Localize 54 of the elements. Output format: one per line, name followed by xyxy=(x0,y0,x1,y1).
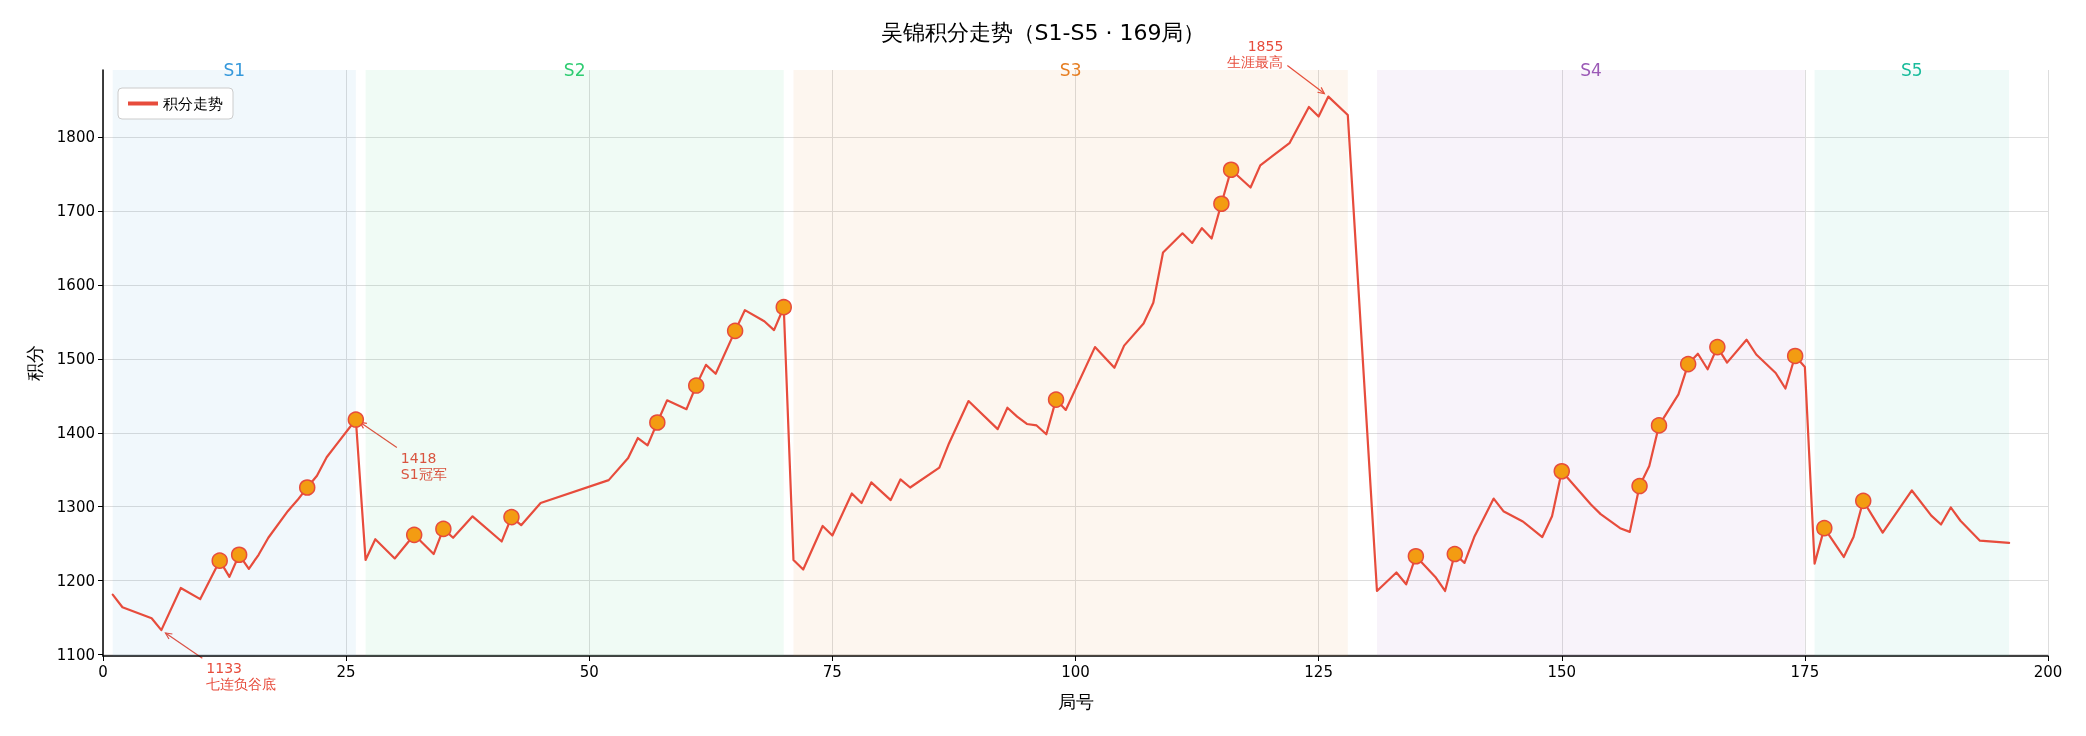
band-label: S4 xyxy=(1580,59,1602,80)
x-tick-label: 175 xyxy=(1790,662,1820,681)
point xyxy=(347,411,365,428)
annotation: 1133 七连负谷底 xyxy=(206,660,277,693)
point xyxy=(1650,417,1668,434)
point xyxy=(503,508,520,526)
y-tick-label: 1700 xyxy=(56,202,95,221)
legend-label: 积分走势 xyxy=(163,94,223,113)
point xyxy=(649,414,666,431)
y-tick-label: 1300 xyxy=(56,497,95,516)
band-label: S2 xyxy=(563,59,586,80)
point xyxy=(1047,391,1065,408)
point xyxy=(1679,355,1697,373)
point xyxy=(1854,492,1872,510)
y-tick-label: 1800 xyxy=(56,128,95,147)
point xyxy=(1222,161,1240,179)
point xyxy=(1213,195,1230,212)
annotation: 1855 生涯最高 xyxy=(1227,37,1284,70)
point xyxy=(1786,347,1804,365)
y-tick-label: 1400 xyxy=(56,423,95,442)
point xyxy=(1816,519,1833,537)
x-tick-label: 150 xyxy=(1547,662,1577,681)
point xyxy=(726,322,744,340)
point xyxy=(1553,463,1570,480)
band-label: S1 xyxy=(223,59,246,80)
x-tick-label: 0 xyxy=(98,662,108,681)
y-tick-label: 1600 xyxy=(56,276,95,295)
point xyxy=(1631,477,1648,495)
chart-title: 吴锦积分走势（S1-S5 · 169局） xyxy=(880,19,1206,45)
line-series xyxy=(111,95,2011,632)
x-tick-label: 200 xyxy=(2033,662,2063,681)
point xyxy=(405,526,423,544)
y-tick-label: 1100 xyxy=(56,645,95,664)
y-tick-label: 1500 xyxy=(56,349,95,368)
x-tick-label: 50 xyxy=(579,662,599,681)
y-tick-label: 1200 xyxy=(56,571,95,590)
point xyxy=(1407,547,1425,565)
point xyxy=(211,552,228,569)
point xyxy=(687,377,705,394)
band-label: S5 xyxy=(1901,59,1923,80)
point xyxy=(298,479,316,496)
point xyxy=(1446,545,1464,563)
x-tick-label: 25 xyxy=(336,662,356,681)
annotation: 1418 S1冠军 xyxy=(400,449,447,482)
point xyxy=(230,546,248,564)
point xyxy=(435,520,452,538)
x-tick-label: 100 xyxy=(1061,662,1090,681)
x-tick-label: 125 xyxy=(1304,662,1333,681)
band-label: S3 xyxy=(1059,59,1082,80)
point xyxy=(1709,338,1726,356)
point xyxy=(775,298,792,316)
x-tick-label: 75 xyxy=(822,662,842,681)
x-axis-title: 局号 xyxy=(1057,690,1094,712)
y-axis-title: 积分 xyxy=(23,345,45,381)
